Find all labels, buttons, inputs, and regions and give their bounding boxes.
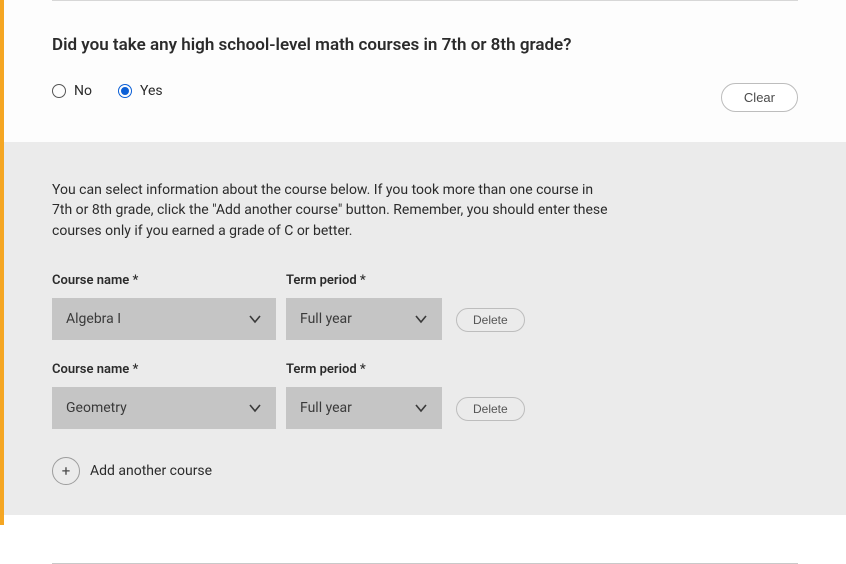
radio-yes-circle [118, 84, 132, 98]
course-name-value-1: Geometry [66, 400, 127, 416]
add-another-label: Add another course [90, 463, 212, 479]
course-name-select-1[interactable]: Geometry [52, 387, 276, 429]
chevron-down-icon [414, 312, 428, 326]
delete-button-1[interactable]: Delete [456, 397, 525, 421]
radio-no-label: No [74, 83, 92, 99]
term-period-value-0: Full year [300, 311, 352, 327]
term-period-select-0[interactable]: Full year [286, 298, 442, 340]
radio-yes[interactable]: Yes [118, 83, 163, 99]
chevron-down-icon [414, 401, 428, 415]
course-name-label-0: Course name * [52, 273, 276, 288]
instruction-text: You can select information about the cou… [52, 180, 612, 241]
radio-yes-label: Yes [140, 83, 163, 99]
delete-button-0[interactable]: Delete [456, 308, 525, 332]
add-another-course[interactable]: + Add another course [52, 457, 798, 485]
radio-no[interactable]: No [52, 83, 92, 99]
question-heading: Did you take any high school-level math … [52, 35, 798, 55]
term-period-label-0: Term period * [286, 273, 442, 288]
course-name-select-0[interactable]: Algebra I [52, 298, 276, 340]
clear-button[interactable]: Clear [721, 83, 798, 112]
course-row-0: Course name * Algebra I Term period * Fu… [52, 273, 798, 340]
radio-dot [121, 87, 129, 95]
plus-icon: + [52, 457, 80, 485]
term-period-select-1[interactable]: Full year [286, 387, 442, 429]
radio-group: No Yes [52, 83, 163, 99]
term-period-value-1: Full year [300, 400, 352, 416]
chevron-down-icon [248, 401, 262, 415]
chevron-down-icon [248, 312, 262, 326]
divider-top [52, 0, 798, 1]
radio-no-circle [52, 84, 66, 98]
course-name-label-1: Course name * [52, 362, 276, 377]
term-period-label-1: Term period * [286, 362, 442, 377]
course-name-value-0: Algebra I [66, 311, 121, 327]
course-row-1: Course name * Geometry Term period * Ful… [52, 362, 798, 429]
